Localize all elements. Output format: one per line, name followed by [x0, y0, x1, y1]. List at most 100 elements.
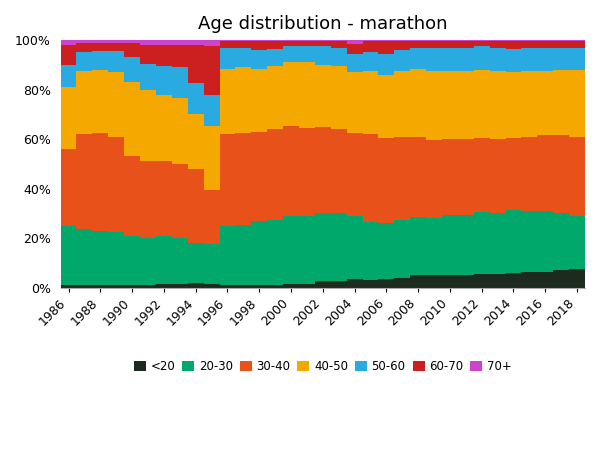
Bar	[410, 69, 426, 136]
Bar	[108, 285, 124, 288]
Bar	[458, 41, 474, 47]
Bar	[299, 46, 315, 62]
Title: Age distribution - marathon: Age distribution - marathon	[198, 15, 448, 33]
Bar	[203, 40, 220, 46]
Bar	[140, 64, 156, 90]
Bar	[315, 282, 331, 288]
Bar	[92, 43, 108, 51]
Bar	[299, 40, 315, 41]
Bar	[394, 41, 410, 50]
Bar	[61, 226, 76, 285]
Bar	[569, 40, 585, 41]
Bar	[203, 46, 220, 95]
Bar	[92, 231, 108, 285]
Bar	[220, 40, 235, 41]
Bar	[553, 70, 569, 136]
Bar	[474, 41, 490, 46]
Bar	[410, 217, 426, 275]
Bar	[203, 126, 220, 190]
Bar	[124, 82, 140, 157]
Bar	[267, 40, 283, 41]
Bar	[315, 40, 331, 41]
Bar	[283, 41, 299, 46]
Bar	[553, 136, 569, 213]
Bar	[220, 47, 235, 69]
Bar	[156, 162, 172, 236]
Bar	[569, 41, 585, 47]
Bar	[458, 139, 474, 215]
Bar	[474, 70, 490, 138]
Bar	[76, 229, 92, 285]
Bar	[315, 41, 331, 46]
Bar	[426, 40, 442, 41]
Bar	[156, 45, 172, 66]
Bar	[347, 72, 362, 133]
Bar	[538, 71, 553, 136]
Bar	[283, 126, 299, 216]
Bar	[521, 136, 538, 211]
Bar	[124, 157, 140, 236]
Bar	[474, 40, 490, 41]
Bar	[267, 285, 283, 288]
Bar	[315, 65, 331, 127]
Bar	[203, 190, 220, 244]
Bar	[442, 215, 458, 275]
Bar	[442, 275, 458, 288]
Bar	[140, 40, 156, 45]
Bar	[251, 41, 267, 50]
Bar	[458, 215, 474, 275]
Bar	[490, 71, 506, 139]
Bar	[203, 95, 220, 126]
Bar	[490, 41, 506, 47]
Bar	[426, 141, 442, 218]
Bar	[220, 226, 235, 285]
Bar	[299, 41, 315, 46]
Bar	[92, 40, 108, 43]
Bar	[538, 40, 553, 41]
Bar	[61, 65, 76, 87]
Bar	[140, 238, 156, 285]
Bar	[76, 71, 92, 134]
Bar	[442, 71, 458, 139]
Bar	[490, 47, 506, 71]
Bar	[61, 45, 76, 65]
Bar	[220, 41, 235, 47]
Bar	[251, 221, 267, 285]
Bar	[410, 136, 426, 217]
Bar	[235, 67, 251, 133]
Bar	[283, 62, 299, 126]
Bar	[108, 40, 124, 43]
Bar	[347, 133, 362, 216]
Bar	[188, 169, 203, 243]
Bar	[521, 40, 538, 41]
Bar	[410, 41, 426, 47]
Bar	[506, 41, 521, 49]
Bar	[108, 136, 124, 232]
Bar	[124, 40, 140, 43]
Bar	[331, 48, 347, 66]
Bar	[506, 273, 521, 288]
Bar	[203, 244, 220, 284]
Bar	[235, 41, 251, 47]
Bar	[331, 66, 347, 129]
Bar	[506, 40, 521, 41]
Bar	[283, 284, 299, 288]
Bar	[140, 285, 156, 288]
Bar	[108, 51, 124, 72]
Bar	[379, 138, 394, 223]
Bar	[267, 129, 283, 220]
Bar	[283, 40, 299, 41]
Bar	[299, 284, 315, 288]
Legend: <20, 20-30, 30-40, 40-50, 50-60, 60-70, 70+: <20, 20-30, 30-40, 40-50, 50-60, 60-70, …	[129, 355, 517, 378]
Bar	[521, 272, 538, 288]
Bar	[188, 283, 203, 288]
Bar	[347, 216, 362, 279]
Bar	[379, 75, 394, 138]
Bar	[347, 54, 362, 72]
Bar	[506, 210, 521, 273]
Bar	[61, 285, 76, 288]
Bar	[410, 40, 426, 41]
Bar	[538, 136, 553, 211]
Bar	[426, 47, 442, 71]
Bar	[394, 136, 410, 220]
